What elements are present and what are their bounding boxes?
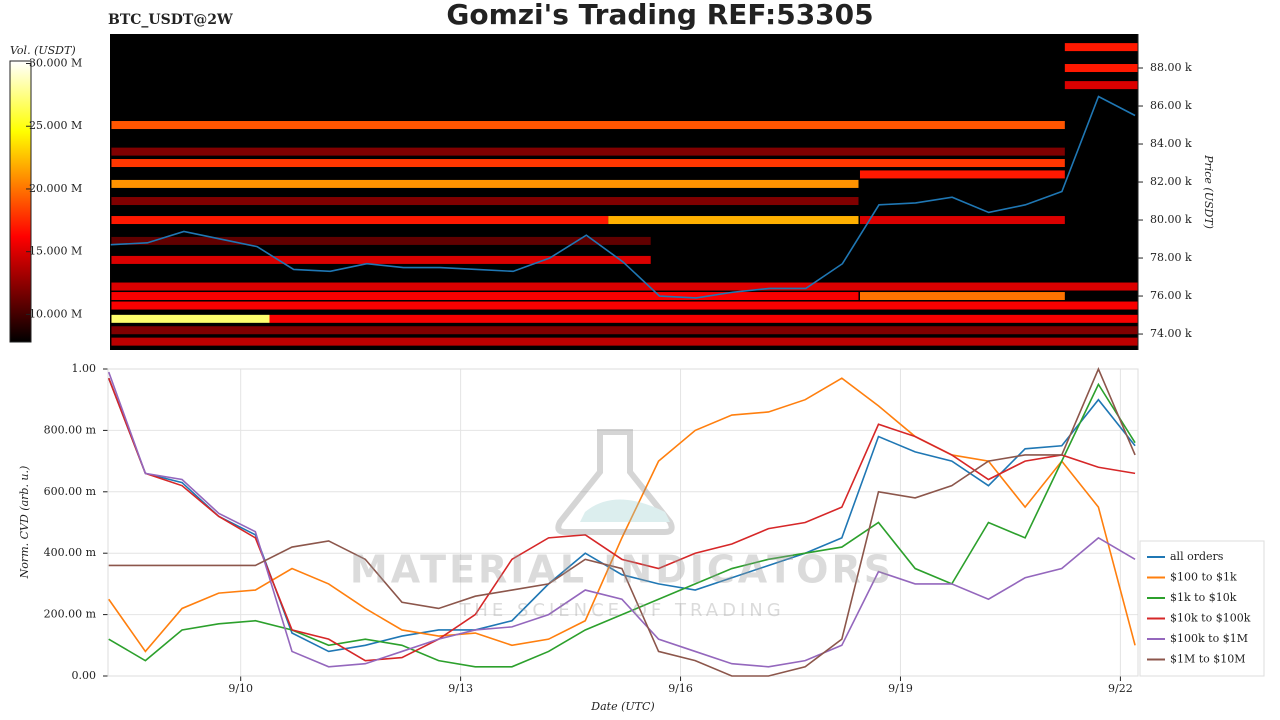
y-tick-label: 82.00 k <box>1150 175 1192 188</box>
x-tick-label: 9/13 <box>448 682 473 695</box>
colorbar-label: Vol. (USDT) <box>10 44 76 57</box>
y-tick-label: 76.00 k <box>1150 289 1192 302</box>
y-tick-label: 200.00 m <box>44 608 97 621</box>
x-axis-label: Date (UTC) <box>590 700 654 713</box>
heat-cell <box>859 170 1065 179</box>
heat-cell <box>111 314 270 323</box>
y-axis-label: Price (USDT) <box>1202 154 1215 229</box>
legend-label: $1k to $10k <box>1170 591 1237 604</box>
y-tick-label: 600.00 m <box>44 485 97 498</box>
y-tick-label: 88.00 k <box>1150 61 1192 74</box>
legend-box <box>1139 540 1265 677</box>
heat-cell <box>111 301 1138 310</box>
legend: all orders $100 to $1k $1k to $10k $10k to … <box>1139 540 1265 677</box>
y-tick-label: 86.00 k <box>1150 99 1192 112</box>
series-line <box>107 371 1136 668</box>
heat-cell <box>111 216 609 225</box>
y-axis-label: Norm. CVD (arb. u.) <box>18 466 31 580</box>
legend-label: all orders <box>1170 550 1224 563</box>
series-line <box>108 382 1136 668</box>
heat-cell <box>111 292 859 301</box>
series-line <box>108 377 1136 653</box>
x-tick-label: 9/10 <box>228 682 253 695</box>
colorbar-tick-label: 30.000 M <box>29 57 82 70</box>
y-tick-label: 84.00 k <box>1150 137 1192 150</box>
colorbar-tick-label: 25.000 M <box>29 119 82 132</box>
heat-cell <box>111 255 651 264</box>
heat-cell <box>269 314 1138 323</box>
x-tick-label: 9/16 <box>668 682 693 695</box>
heat-cell <box>111 326 1138 335</box>
y-tick-label: 1.00 <box>72 362 97 375</box>
heat-cell <box>111 197 859 206</box>
x-tick-label: 9/22 <box>1108 682 1133 695</box>
heat-cell <box>111 159 1065 168</box>
plot-frame <box>107 368 1139 677</box>
heat-cell <box>111 179 859 188</box>
watermark: MATERIAL INDICATORS THE SCIENCE OF TRADI… <box>350 429 894 621</box>
price-line <box>110 95 1136 299</box>
legend-label: $100 to $1k <box>1170 571 1237 584</box>
watermark-tagline: THE SCIENCE OF TRADING <box>458 600 784 621</box>
colorbar-tick-label: 15.000 M <box>29 245 82 258</box>
heat-cell <box>1064 81 1138 90</box>
heat-cell <box>608 216 859 225</box>
heat-cell <box>859 216 1065 225</box>
heat-cell <box>111 236 651 245</box>
series-line <box>107 377 1136 662</box>
colorbar <box>9 60 32 343</box>
chart-title: Gomzi's Trading REF:53305 <box>446 0 873 31</box>
colorbar-tick-label: 20.000 M <box>29 182 82 195</box>
y-tick-label: 74.00 k <box>1150 327 1192 340</box>
heat-cell <box>111 337 1138 346</box>
legend-label: $1M to $10M <box>1170 653 1246 666</box>
legend-label: $100k to $1M <box>1170 632 1248 645</box>
series-line <box>108 366 1136 677</box>
legend-label: $10k to $100k <box>1170 612 1251 625</box>
heat-cell <box>1064 43 1138 52</box>
colorbar-tick-label: 10.000 M <box>29 307 82 320</box>
heat-cell <box>1064 64 1138 73</box>
heat-cell <box>859 292 1065 301</box>
heat-cell <box>111 121 1065 130</box>
heat-cell <box>111 282 1138 291</box>
heat-cell <box>111 147 1065 156</box>
y-tick-label: 400.00 m <box>44 546 97 559</box>
x-tick-label: 9/19 <box>888 682 913 695</box>
subtitle: BTC_USDT@2W <box>108 12 233 28</box>
y-tick-label: 78.00 k <box>1150 251 1192 264</box>
y-tick-label: 0.00 <box>72 669 97 682</box>
watermark-title: MATERIAL INDICATORS <box>350 548 894 592</box>
y-tick-label: 800.00 m <box>44 423 97 436</box>
y-tick-label: 80.00 k <box>1150 213 1192 226</box>
